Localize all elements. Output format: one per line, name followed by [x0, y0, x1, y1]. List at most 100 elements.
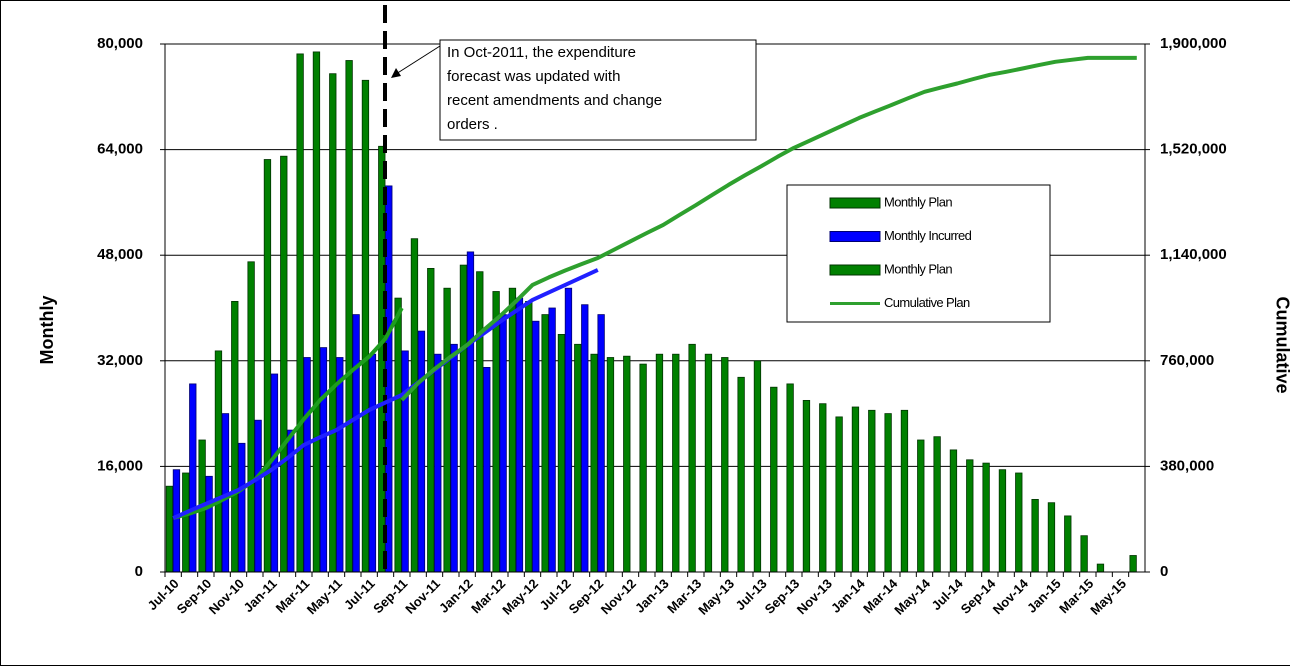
bar	[443, 287, 451, 573]
bar	[753, 360, 762, 573]
x-tick-label: Nov-11	[402, 576, 443, 617]
x-tick-label: Jan-14	[828, 575, 868, 615]
bar	[352, 314, 360, 573]
annotation-text: recent amendments and change	[447, 92, 662, 109]
bar	[450, 343, 458, 573]
y-tick-label: 80,000	[97, 35, 143, 52]
annotation-text: forecast was updated with	[447, 68, 620, 85]
bar	[172, 469, 181, 573]
y-tick-label: 64,000	[97, 141, 143, 158]
bar	[312, 51, 321, 573]
y2-tick-label: 760,000	[1160, 352, 1214, 369]
x-tick-label: Jan-12	[436, 576, 476, 616]
bar	[917, 439, 925, 573]
legend-label: Monthly Plan	[884, 194, 952, 209]
bar	[492, 291, 500, 573]
annotation-text: orders .	[447, 116, 498, 133]
bars	[165, 51, 1137, 573]
bar	[165, 485, 174, 573]
bar	[263, 159, 272, 573]
bar	[1080, 535, 1088, 573]
x-tick-label: Nov-13	[794, 576, 835, 617]
bar	[434, 353, 442, 573]
lines	[172, 55, 1137, 521]
bar	[721, 357, 729, 573]
x-tick-label: Nov-14	[990, 575, 1032, 617]
x-tick-label: Sep-13	[762, 576, 803, 617]
bar	[672, 353, 680, 573]
y2-tick-label: 0	[1160, 563, 1168, 580]
x-tick-label: May-14	[891, 575, 933, 617]
line	[172, 268, 599, 520]
legend: Monthly Plan Monthly Incurred Monthly Plan…	[786, 184, 1051, 323]
annotation-box	[439, 39, 757, 141]
bar	[483, 366, 491, 573]
bar	[303, 357, 311, 573]
bar	[819, 403, 827, 573]
annotation-text: In Oct-2011, the expenditure	[447, 44, 636, 61]
bar	[254, 419, 262, 573]
bar	[998, 469, 1007, 573]
bar	[1015, 472, 1023, 573]
legend-swatch	[829, 264, 881, 276]
y2-tick-label: 380,000	[1160, 457, 1214, 474]
bar	[319, 347, 328, 573]
bar	[189, 383, 197, 573]
bar	[231, 300, 239, 573]
bar	[564, 287, 573, 573]
annotation-arrow	[395, 45, 441, 75]
bar	[476, 271, 484, 573]
y-tick-label: 32,000	[97, 352, 143, 369]
bar	[368, 353, 377, 573]
bar	[238, 442, 246, 573]
bar	[417, 330, 426, 573]
bar	[737, 376, 745, 573]
bar	[532, 320, 540, 573]
y-tick-label: 0	[135, 563, 143, 580]
bar	[590, 353, 598, 573]
bar	[247, 261, 255, 573]
bar	[623, 355, 631, 573]
bar	[361, 79, 370, 573]
x-tick-label: Sep-10	[174, 576, 215, 617]
bar	[574, 343, 582, 573]
x-tick-label: Sep-11	[370, 576, 410, 616]
bar	[280, 155, 288, 573]
bar	[933, 436, 941, 573]
x-tick-label: Jan-13	[632, 576, 672, 616]
bar	[1096, 563, 1105, 573]
bar	[655, 353, 664, 573]
bar	[639, 363, 647, 573]
y-tick-label: 16,000	[97, 457, 143, 474]
bar	[296, 53, 304, 573]
x-tick-label: Nov-10	[206, 576, 247, 617]
bar	[786, 383, 794, 573]
x-tick-label: Jan-11	[240, 576, 279, 615]
bar	[336, 357, 344, 573]
line	[400, 55, 1137, 402]
legend-label: Cumulative Plan	[884, 295, 970, 310]
legend-label: Monthly Plan	[884, 261, 952, 276]
x-tick-label: May-13	[695, 576, 737, 618]
bar	[966, 459, 974, 573]
bar	[1031, 498, 1039, 573]
bar	[1129, 555, 1137, 573]
bar	[466, 251, 475, 573]
bar	[597, 314, 605, 573]
bar	[982, 462, 990, 573]
x-tick-label: May-11	[304, 576, 345, 617]
bar	[884, 413, 892, 573]
bar	[802, 399, 811, 573]
bar	[499, 314, 507, 573]
bar	[401, 350, 409, 573]
bar	[548, 307, 556, 573]
y2-tick-label: 1,140,000	[1160, 246, 1227, 263]
bar	[214, 350, 223, 573]
bar	[345, 60, 353, 573]
annotation-arrowhead	[391, 68, 401, 78]
line	[172, 307, 404, 521]
bar	[835, 416, 843, 573]
bar	[541, 314, 549, 573]
x-tick-label: Sep-12	[566, 576, 607, 617]
